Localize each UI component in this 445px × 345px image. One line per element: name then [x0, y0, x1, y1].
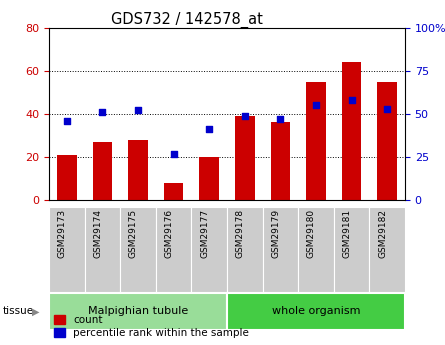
Bar: [235, 116, 255, 200]
Bar: [191, 207, 227, 292]
Text: GSM29177: GSM29177: [200, 209, 209, 258]
Bar: [377, 81, 397, 200]
Point: [206, 127, 213, 132]
Text: GSM29178: GSM29178: [236, 209, 245, 258]
Text: ▶: ▶: [32, 306, 40, 316]
Text: GSM29173: GSM29173: [58, 209, 67, 258]
Bar: [164, 183, 183, 200]
Point: [277, 116, 284, 122]
Bar: [271, 122, 290, 200]
Text: GSM29174: GSM29174: [93, 209, 102, 258]
Point: [170, 151, 177, 156]
Point: [63, 118, 70, 124]
Bar: [49, 293, 227, 329]
Text: tissue: tissue: [2, 306, 33, 316]
Point: [312, 102, 320, 108]
Text: GSM29175: GSM29175: [129, 209, 138, 258]
Text: GSM29182: GSM29182: [378, 209, 387, 258]
Text: Malpighian tubule: Malpighian tubule: [88, 306, 188, 316]
Bar: [93, 142, 112, 200]
Bar: [227, 207, 263, 292]
Bar: [306, 81, 326, 200]
Point: [99, 109, 106, 115]
Text: GSM29180: GSM29180: [307, 209, 316, 258]
Text: whole organism: whole organism: [272, 306, 360, 316]
Point: [384, 106, 391, 111]
Bar: [369, 207, 405, 292]
Point: [348, 97, 355, 103]
Bar: [120, 207, 156, 292]
Legend: count, percentile rank within the sample: count, percentile rank within the sample: [54, 315, 249, 338]
Bar: [334, 207, 369, 292]
Text: GSM29181: GSM29181: [343, 209, 352, 258]
Bar: [85, 207, 120, 292]
Bar: [263, 207, 298, 292]
Bar: [298, 207, 334, 292]
Bar: [199, 157, 219, 200]
Text: GSM29179: GSM29179: [271, 209, 280, 258]
Point: [241, 113, 248, 118]
Bar: [156, 207, 191, 292]
Text: GDS732 / 142578_at: GDS732 / 142578_at: [111, 12, 263, 28]
Point: [134, 108, 142, 113]
Text: GSM29176: GSM29176: [165, 209, 174, 258]
Bar: [49, 207, 85, 292]
Bar: [57, 155, 77, 200]
Bar: [342, 62, 361, 200]
Bar: [128, 140, 148, 200]
Bar: [227, 293, 405, 329]
